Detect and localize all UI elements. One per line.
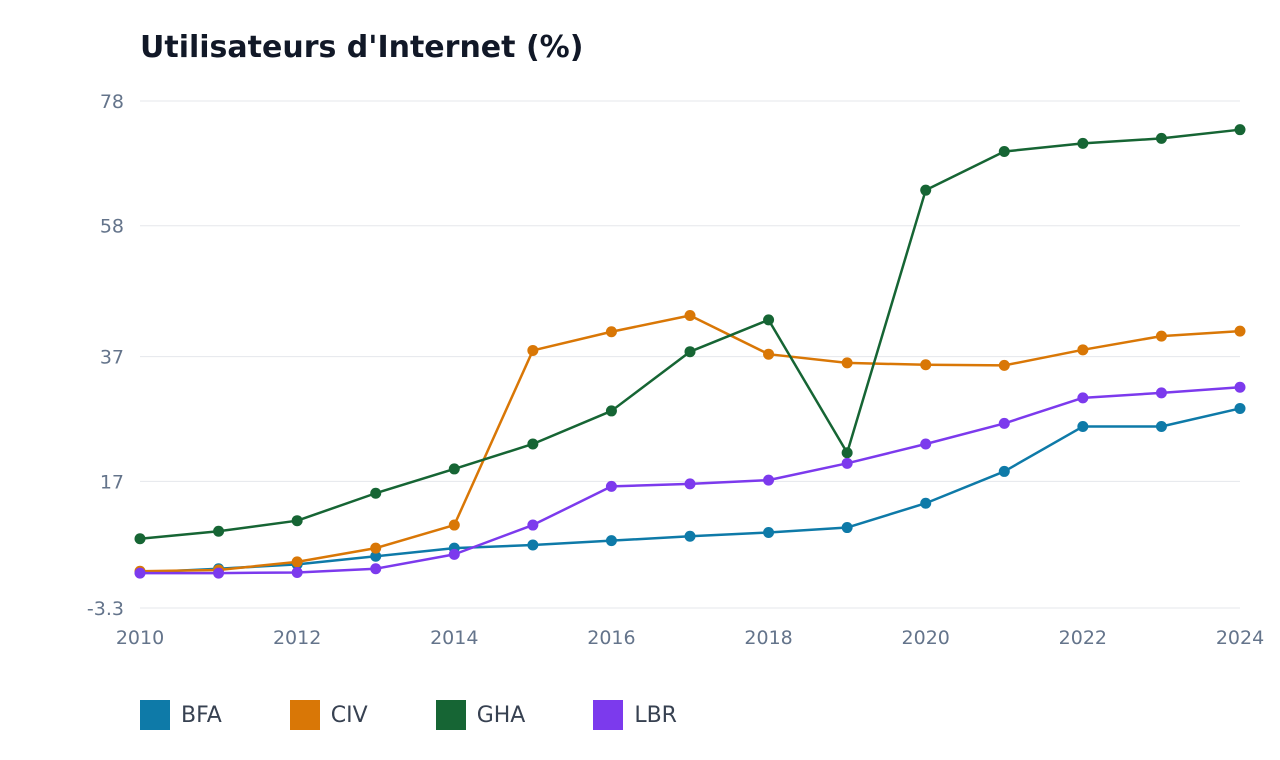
data-point	[684, 478, 696, 490]
data-point	[763, 474, 775, 486]
data-point	[448, 463, 460, 475]
data-point	[998, 417, 1010, 429]
data-point	[920, 359, 932, 371]
legend-label: BFA	[181, 702, 222, 728]
data-point	[1234, 124, 1246, 136]
legend-swatch	[140, 700, 170, 730]
data-point	[605, 480, 617, 492]
data-point	[527, 438, 539, 450]
legend: BFA CIV GHA LBR	[140, 700, 745, 730]
data-point	[684, 310, 696, 322]
legend-item-gha: GHA	[435, 700, 526, 730]
data-point	[1077, 137, 1089, 149]
data-point	[1155, 421, 1167, 433]
data-point	[998, 359, 1010, 371]
legend-label: LBR	[634, 702, 677, 728]
y-tick-label: 58	[100, 216, 124, 238]
y-tick-label: 17	[100, 471, 124, 493]
data-point	[370, 563, 382, 575]
data-point	[370, 550, 382, 562]
data-point	[1077, 344, 1089, 356]
data-point	[605, 405, 617, 417]
data-point	[134, 567, 146, 579]
data-point	[527, 539, 539, 551]
data-point	[370, 487, 382, 499]
series-layer	[134, 124, 1246, 579]
data-point	[920, 184, 932, 196]
data-point	[605, 535, 617, 547]
data-point	[841, 522, 853, 534]
data-point	[1155, 132, 1167, 144]
series-line	[139, 128, 1241, 541]
data-point	[1155, 330, 1167, 342]
x-tick-label: 2014	[430, 627, 478, 649]
y-axis-ticks: 78 58 37 17 -3.3	[87, 91, 124, 620]
data-point	[213, 525, 225, 537]
series-line	[139, 407, 1241, 574]
x-tick-label: 2016	[587, 627, 635, 649]
x-tick-label: 2020	[902, 627, 950, 649]
data-point	[920, 438, 932, 450]
data-point	[1155, 387, 1167, 399]
data-point	[1234, 402, 1246, 414]
data-point	[1234, 325, 1246, 337]
x-tick-label: 2022	[1059, 627, 1107, 649]
data-point	[370, 542, 382, 554]
legend-swatch	[435, 700, 466, 730]
y-tick-label: 37	[100, 347, 124, 369]
data-point	[763, 527, 775, 539]
chart-title: Utilisateurs d'Internet (%)	[140, 30, 584, 65]
data-point	[763, 314, 775, 326]
legend-item-civ: CIV	[289, 700, 368, 730]
data-point	[841, 357, 853, 369]
y-tick-label: -3.3	[87, 598, 124, 620]
data-point	[527, 344, 539, 356]
data-point	[684, 346, 696, 358]
x-axis-ticks: 2010 2012 2014 2016 2018 2020 2022 2024	[116, 627, 1264, 649]
series-gha	[134, 124, 1246, 545]
legend-item-lbr: LBR	[593, 700, 677, 730]
data-point	[998, 465, 1010, 477]
data-point	[684, 530, 696, 542]
data-point	[291, 566, 303, 578]
legend-label: GHA	[476, 702, 526, 728]
data-point	[448, 519, 460, 531]
data-point	[763, 348, 775, 360]
data-point	[841, 447, 853, 459]
legend-swatch	[289, 700, 320, 730]
data-point	[841, 457, 853, 469]
data-point	[448, 548, 460, 560]
data-point	[920, 497, 932, 509]
x-tick-label: 2024	[1216, 627, 1264, 649]
x-tick-label: 2018	[744, 627, 792, 649]
data-point	[291, 515, 303, 527]
data-point	[1234, 381, 1246, 393]
data-point	[527, 519, 539, 531]
data-point	[291, 556, 303, 568]
legend-label: CIV	[330, 702, 368, 728]
data-point	[213, 567, 225, 579]
series-bfa	[134, 402, 1246, 578]
x-tick-label: 2010	[116, 627, 164, 649]
series-lbr	[134, 381, 1246, 579]
data-point	[134, 533, 146, 545]
data-point	[998, 146, 1010, 158]
data-point	[1077, 421, 1089, 433]
legend-swatch	[593, 700, 624, 730]
data-point	[1077, 392, 1089, 404]
data-point	[605, 326, 617, 338]
x-tick-label: 2012	[273, 627, 321, 649]
legend-item-bfa: BFA	[140, 700, 222, 730]
y-tick-label: 78	[100, 91, 124, 113]
